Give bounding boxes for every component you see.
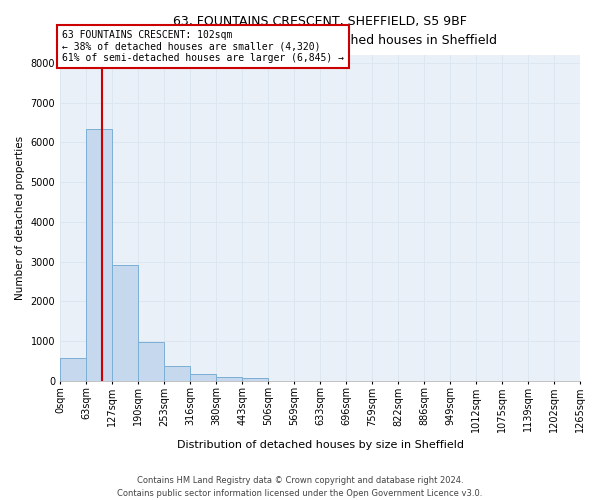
- Y-axis label: Number of detached properties: Number of detached properties: [15, 136, 25, 300]
- Text: Contains HM Land Registry data © Crown copyright and database right 2024.
Contai: Contains HM Land Registry data © Crown c…: [118, 476, 482, 498]
- Text: 63 FOUNTAINS CRESCENT: 102sqm
← 38% of detached houses are smaller (4,320)
61% o: 63 FOUNTAINS CRESCENT: 102sqm ← 38% of d…: [62, 30, 344, 63]
- Bar: [112, 266, 138, 380]
- Bar: [190, 374, 216, 380]
- Bar: [164, 366, 190, 380]
- Bar: [86, 128, 112, 380]
- Bar: [216, 377, 242, 380]
- Bar: [60, 358, 86, 380]
- Bar: [138, 342, 164, 380]
- Title: 63, FOUNTAINS CRESCENT, SHEFFIELD, S5 9BF
Size of property relative to detached : 63, FOUNTAINS CRESCENT, SHEFFIELD, S5 9B…: [143, 15, 497, 47]
- X-axis label: Distribution of detached houses by size in Sheffield: Distribution of detached houses by size …: [176, 440, 464, 450]
- Bar: [242, 378, 268, 380]
